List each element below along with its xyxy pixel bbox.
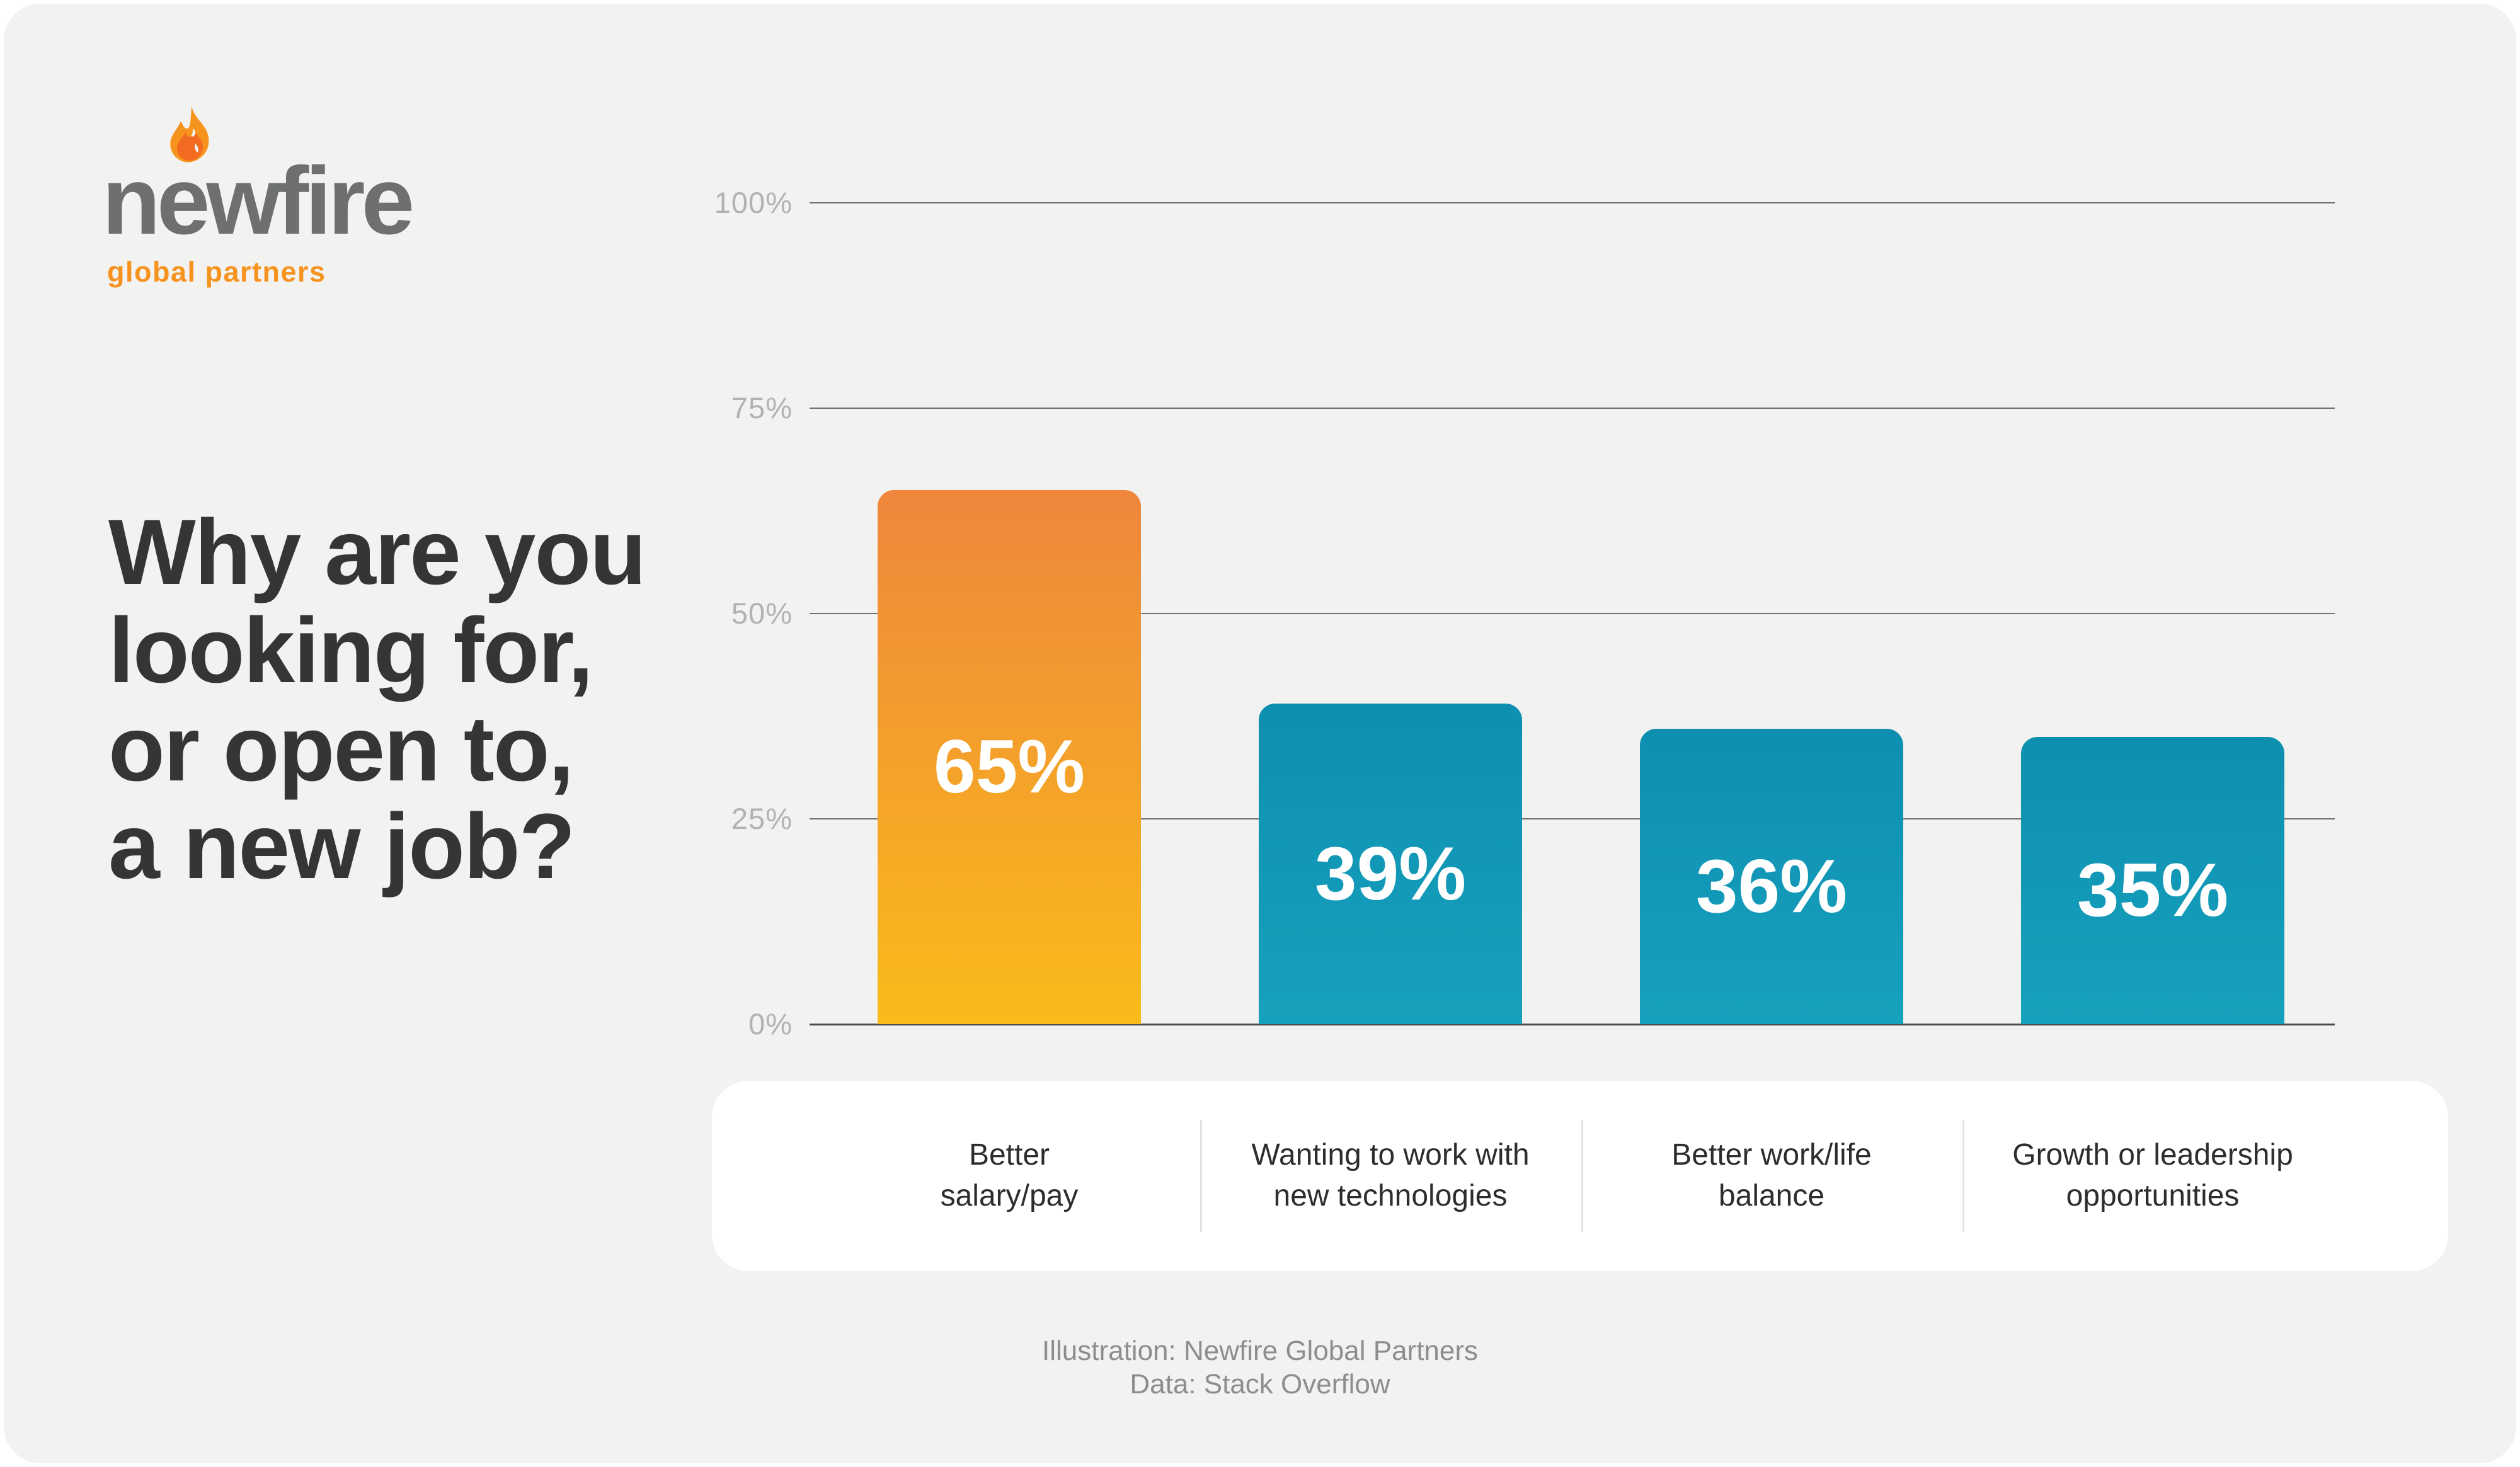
gridline-75 [810, 408, 2335, 409]
category-divider [1962, 1120, 1964, 1232]
gridline-25 [810, 818, 2335, 819]
y-tick-100: 100% [714, 186, 793, 219]
bar-work-life-balance: 36% [1640, 729, 1903, 1024]
bar-value-label: 36% [1695, 843, 1848, 928]
bar-growth-leadership: 35% [2021, 737, 2284, 1024]
bar-value-label: 35% [2076, 848, 2229, 932]
gridline-50 [810, 613, 2335, 614]
bar-value-label: 65% [933, 724, 1085, 809]
bar-better-salary: 65% [878, 490, 1141, 1024]
y-tick-50: 50% [731, 597, 793, 630]
y-tick-0: 0% [748, 1007, 793, 1041]
bar-new-technologies: 39% [1259, 704, 1522, 1024]
bar-value-label: 39% [1314, 831, 1467, 916]
logo-wordmark: newfire [102, 147, 415, 254]
credits: Illustration: Newfire Global Partners Da… [0, 1334, 2520, 1401]
category-label-strip: Better salary/pay Wanting to work with n… [712, 1081, 2448, 1271]
y-tick-75: 75% [731, 391, 793, 425]
category-label-new-technologies: Wanting to work with new technologies [1251, 1138, 1530, 1213]
flame-icon [168, 106, 213, 169]
category-label-growth-leadership: Growth or leadership opportunities [2012, 1138, 2293, 1213]
newfire-logo: newfire global partners [102, 101, 493, 288]
data-source-credit: Data: Stack Overflow [1130, 1369, 1390, 1400]
category-divider [1200, 1120, 1202, 1232]
page-title: Why are you looking for, or open to, a n… [108, 501, 646, 899]
y-tick-25: 25% [731, 802, 793, 835]
gridline-100 [810, 202, 2335, 203]
illustration-credit: Illustration: Newfire Global Partners [1041, 1335, 1479, 1366]
x-axis-line [810, 1024, 2335, 1025]
category-divider [1581, 1120, 1583, 1232]
category-label-work-life-balance: Better work/life balance [1671, 1138, 1872, 1213]
logo-tagline: global partners [107, 256, 326, 288]
category-label-better-salary: Better salary/pay [940, 1138, 1079, 1213]
